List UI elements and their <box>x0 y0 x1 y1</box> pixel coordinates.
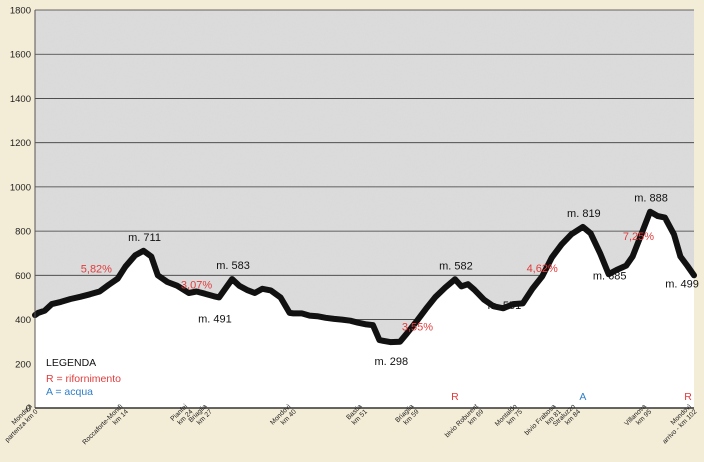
grade-label: 3,07% <box>181 280 212 292</box>
profile-area <box>35 211 694 408</box>
y-axis-ticks: 0 200 400 600 800 1000 1200 1400 1600 1800 <box>10 6 31 415</box>
peak-label: m. 551 <box>488 300 522 312</box>
peak-label: m. 583 <box>216 260 250 272</box>
legend-item-ristoro: R = rifornimento <box>46 373 121 385</box>
peak-label: m. 711 <box>128 232 161 244</box>
supply-marker: R <box>684 391 692 403</box>
peak-labels: m. 711 m. 491 m. 583 m. 298 m. 582 m. 551 m. 8… <box>128 193 699 368</box>
peak-label: m. 888 <box>634 193 668 205</box>
y-tick-label: 1800 <box>10 6 31 17</box>
y-tick-label: 1400 <box>10 94 31 105</box>
legend-item-acqua: A = acqua <box>46 386 93 398</box>
grade-label: 5,82% <box>81 263 112 275</box>
profile-line <box>32 208 697 346</box>
grade-label: 3,55% <box>402 322 433 334</box>
y-tick-label: 1200 <box>10 138 31 149</box>
legend: LEGENDA R = rifornimento A = acqua <box>46 357 121 398</box>
grade-label: 4,62% <box>527 263 558 275</box>
y-tick-label: 1000 <box>10 182 31 193</box>
peak-label: m. 491 <box>198 313 232 325</box>
peak-label: m. 685 <box>593 271 627 283</box>
peak-label: m. 582 <box>439 260 473 272</box>
peak-label: m. 499 <box>665 279 699 291</box>
y-tick-label: 600 <box>15 271 31 282</box>
legend-title: LEGENDA <box>46 357 96 369</box>
peak-label: m. 298 <box>375 356 409 368</box>
peak-label: m. 819 <box>567 208 601 220</box>
y-tick-label: 0 <box>26 404 31 415</box>
grade-label: 7,25% <box>623 231 654 243</box>
y-tick-label: 400 <box>15 315 31 326</box>
supply-marker: R <box>451 391 459 403</box>
y-tick-label: 800 <box>15 227 31 238</box>
y-tick-label: 1600 <box>10 50 31 61</box>
grade-labels: 5,82% 3,07% 3,55% 4,62% 7,25% <box>81 231 654 334</box>
water-marker: A <box>579 391 586 403</box>
y-tick-label: 200 <box>15 359 31 370</box>
